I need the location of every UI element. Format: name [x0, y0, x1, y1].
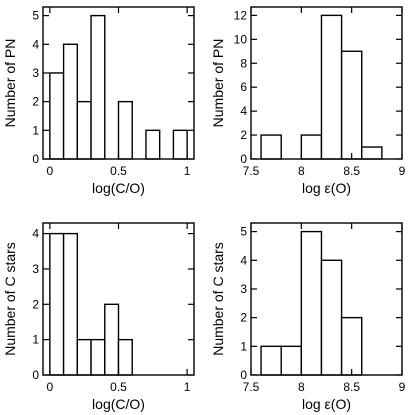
y-axis-label: Number of C stars [210, 242, 226, 356]
y-tick-label: 2 [240, 128, 247, 142]
y-tick-label: 8 [240, 56, 247, 70]
y-tick-label: 1 [240, 339, 247, 353]
y-tick-label: 0 [32, 152, 39, 166]
histogram-bar [90, 14, 106, 160]
histogram-bar [320, 259, 343, 376]
x-tick-label: 7.5 [243, 380, 260, 394]
y-tick-label: 3 [32, 262, 39, 276]
histogram-bar [104, 303, 120, 376]
histogram-bar [49, 232, 65, 376]
histogram-bar [90, 338, 106, 376]
y-tick-label: 4 [32, 227, 39, 241]
plot-frame [250, 6, 403, 160]
x-tick-label: 0 [47, 380, 54, 394]
histogram-bar [49, 72, 65, 160]
y-tick-label: 1 [32, 333, 39, 347]
histogram-bar [62, 232, 79, 376]
histogram-bar [340, 50, 363, 160]
x-tick-label: 7.5 [243, 164, 260, 178]
y-tick-label: 10 [234, 32, 248, 46]
histogram-bar [361, 146, 383, 160]
histogram-bar [76, 100, 92, 160]
histogram-bar [76, 338, 92, 376]
y-tick-label: 0 [32, 368, 39, 382]
histogram-bar [172, 129, 188, 160]
histogram-bar [117, 100, 133, 160]
histogram-bar [280, 345, 303, 376]
y-axis-label: Number of C stars [2, 242, 18, 356]
histogram-bar [117, 338, 133, 376]
y-tick-label: 4 [240, 104, 247, 118]
y-tick-label: 12 [234, 8, 248, 22]
plot-frame [250, 222, 403, 376]
x-tick-label: 8.5 [343, 164, 360, 178]
histogram-bar [340, 316, 363, 376]
y-axis-label: Number of PN [2, 39, 18, 128]
x-tick-label: 1 [184, 380, 191, 394]
y-tick-label: 2 [32, 95, 39, 109]
histogram-bar [300, 134, 323, 160]
y-tick-label: 5 [32, 9, 39, 23]
y-axis-label: Number of PN [210, 39, 226, 128]
x-tick-label: 8 [298, 380, 305, 394]
panel-cstars-co-histogram: 0 0.5 1 0 1 2 3 4 log(C/O) Number of C stars [2, 222, 195, 412]
histogram-bar [145, 129, 161, 160]
y-tick-label: 3 [32, 66, 39, 80]
x-tick-label: 0.5 [110, 164, 127, 178]
x-tick-label: 9 [399, 164, 406, 178]
y-tick-label: 4 [240, 253, 247, 267]
y-tick-label: 4 [32, 37, 39, 51]
histogram-bar [300, 230, 323, 376]
y-tick-label: 2 [32, 297, 39, 311]
histogram-bar [320, 14, 343, 160]
panel-pn-oxygen-histogram: 7.5 8 8.5 9 0 2 4 6 8 10 12 log ε(O) Number of PN [210, 6, 406, 196]
y-tick-label: 3 [240, 282, 247, 296]
y-tick-label: 6 [240, 80, 247, 94]
x-tick-label: 8.5 [343, 380, 360, 394]
histogram-bar [260, 134, 282, 160]
x-tick-label: 0.5 [110, 380, 127, 394]
x-tick-label: 1 [184, 164, 191, 178]
panel-cstars-oxygen-histogram: 7.5 8 8.5 9 0 1 2 3 4 5 log ε(O) Number of C stars [210, 222, 406, 412]
panel-pn-co-histogram: 0 0.5 1 0 1 2 3 4 5 log(C/O) Number of PN [2, 6, 195, 196]
x-tick-label: 0 [47, 164, 54, 178]
y-tick-label: 5 [240, 225, 247, 239]
x-tick-label: 9 [399, 380, 406, 394]
x-axis-label: log(C/O) [92, 396, 145, 412]
y-tick-label: 1 [32, 123, 39, 137]
histogram-bar [260, 345, 282, 376]
x-axis-label: log ε(O) [302, 180, 351, 196]
y-tick-label: 0 [240, 368, 247, 382]
histogram-bar [62, 43, 79, 160]
y-tick-label: 2 [240, 311, 247, 325]
x-axis-label: log ε(O) [302, 396, 351, 412]
x-tick-label: 8 [298, 164, 305, 178]
x-axis-label: log(C/O) [92, 180, 145, 196]
y-tick-label: 0 [240, 152, 247, 166]
